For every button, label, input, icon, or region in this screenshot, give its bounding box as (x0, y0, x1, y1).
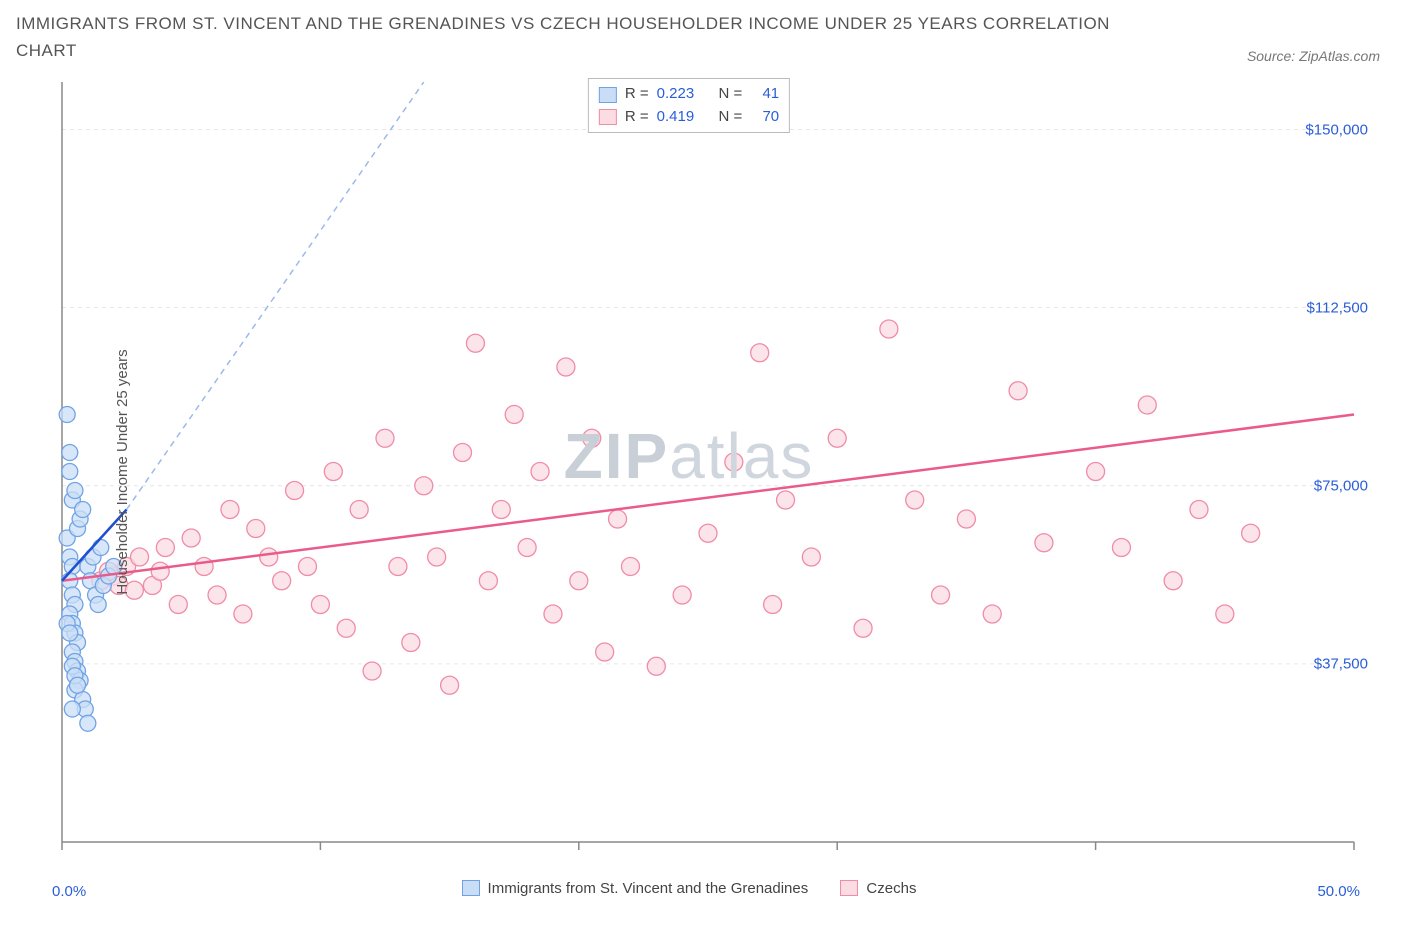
scatter-plot (14, 72, 1364, 872)
legend-item-pink: Czechs (840, 880, 916, 897)
legend-label-blue: Immigrants from St. Vincent and the Gren… (488, 880, 809, 897)
legend-r-blue: 0.223 (657, 83, 695, 106)
legend-r-label: R = (625, 106, 649, 129)
legend-n-pink: 70 (762, 106, 779, 129)
legend-row-pink: R = 0.419 N = 70 (599, 106, 779, 129)
chart-title: IMMIGRANTS FROM ST. VINCENT AND THE GREN… (16, 10, 1116, 64)
legend-item-blue: Immigrants from St. Vincent and the Gren… (462, 880, 809, 897)
legend-row-blue: R = 0.223 N = 41 (599, 83, 779, 106)
swatch-pink (599, 109, 617, 125)
y-axis-label: Householder Income Under 25 years (114, 350, 131, 595)
y-grid-label: $112,500 (1307, 300, 1368, 317)
chart-container: Householder Income Under 25 years ZIPatl… (14, 72, 1364, 872)
swatch-pink (840, 880, 858, 896)
legend-n-blue: 41 (762, 83, 779, 106)
legend-n-label: N = (719, 106, 743, 129)
y-grid-label: $75,000 (1314, 478, 1368, 495)
legend-label-pink: Czechs (866, 880, 916, 897)
legend-n-label: N = (719, 83, 743, 106)
swatch-blue (462, 880, 480, 896)
legend-r-label: R = (625, 83, 649, 106)
legend-r-pink: 0.419 (657, 106, 695, 129)
source-credit: Source: ZipAtlas.com (1247, 48, 1390, 64)
y-grid-label: $37,500 (1314, 656, 1368, 673)
swatch-blue (599, 87, 617, 103)
series-legend: Immigrants from St. Vincent and the Gren… (14, 880, 1364, 901)
y-grid-label: $150,000 (1305, 121, 1368, 138)
correlation-legend: R = 0.223 N = 41 R = 0.419 N = 70 (588, 78, 790, 133)
